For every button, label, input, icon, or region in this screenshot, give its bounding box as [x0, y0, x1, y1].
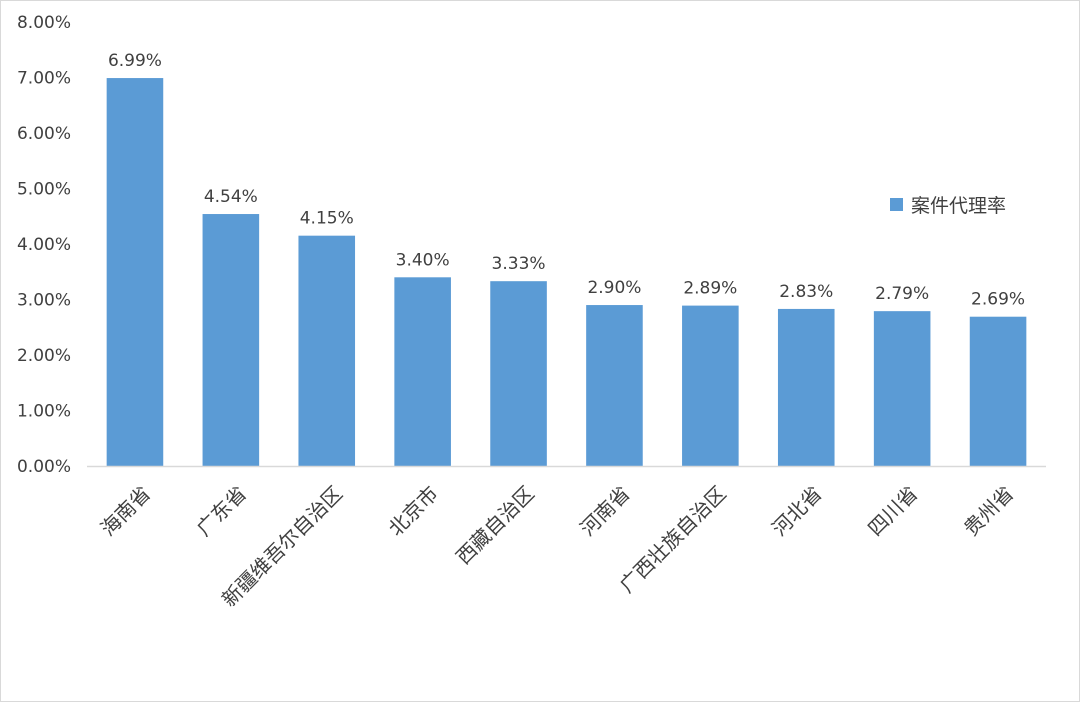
x-category-label: 西藏自治区	[451, 481, 539, 569]
x-category-label: 广东省	[192, 481, 251, 540]
bar-value-label: 2.69%	[971, 290, 1025, 310]
bar	[202, 214, 260, 466]
x-category-label: 海南省	[96, 481, 155, 540]
legend-label: 案件代理率	[911, 195, 1006, 217]
bar	[106, 78, 164, 467]
bar	[969, 316, 1027, 466]
x-category-label: 四川省	[863, 481, 922, 540]
bar	[298, 235, 356, 466]
bar-value-label: 2.79%	[875, 284, 929, 304]
y-tick-label: 5.00%	[17, 180, 71, 200]
bar	[777, 308, 835, 466]
y-tick-label: 6.00%	[17, 124, 71, 144]
y-tick-label: 8.00%	[17, 13, 71, 33]
y-tick-label: 4.00%	[17, 235, 71, 255]
bar	[586, 305, 643, 466]
legend: 案件代理率	[890, 195, 1006, 217]
x-category-label: 贵州省	[959, 481, 1018, 540]
bar	[394, 277, 451, 466]
bar-value-label: 6.99%	[108, 51, 162, 71]
bar-series	[106, 78, 1027, 467]
y-tick-label: 3.00%	[17, 291, 71, 311]
y-axis-tick-labels: 0.00% 1.00% 2.00% 3.00% 4.00% 5.00% 6.00% 7.00%…	[17, 13, 71, 477]
bar-value-label: 3.33%	[492, 254, 546, 274]
y-tick-label: 1.00%	[17, 402, 71, 422]
bar-value-label: 2.90%	[587, 278, 641, 298]
bar-value-label: 3.40%	[396, 250, 450, 270]
bar	[490, 281, 547, 466]
bar-value-label: 4.15%	[300, 209, 354, 229]
data-labels: 6.99% 4.54% 4.15% 3.40% 3.33% 2.90% 2.89% 2.83%…	[108, 51, 1025, 310]
legend-swatch	[890, 198, 903, 211]
y-tick-label: 0.00%	[17, 457, 71, 477]
bar	[873, 311, 931, 466]
y-tick-label: 2.00%	[17, 346, 71, 366]
bar-value-label: 4.54%	[204, 187, 258, 207]
y-tick-label: 7.00%	[17, 69, 71, 89]
x-category-label: 河北省	[767, 481, 826, 540]
bar-value-label: 2.89%	[683, 279, 737, 299]
x-category-label: 河南省	[575, 481, 634, 540]
bar	[682, 305, 739, 466]
bar-value-label: 2.83%	[779, 282, 833, 302]
x-category-label: 北京市	[384, 481, 443, 540]
